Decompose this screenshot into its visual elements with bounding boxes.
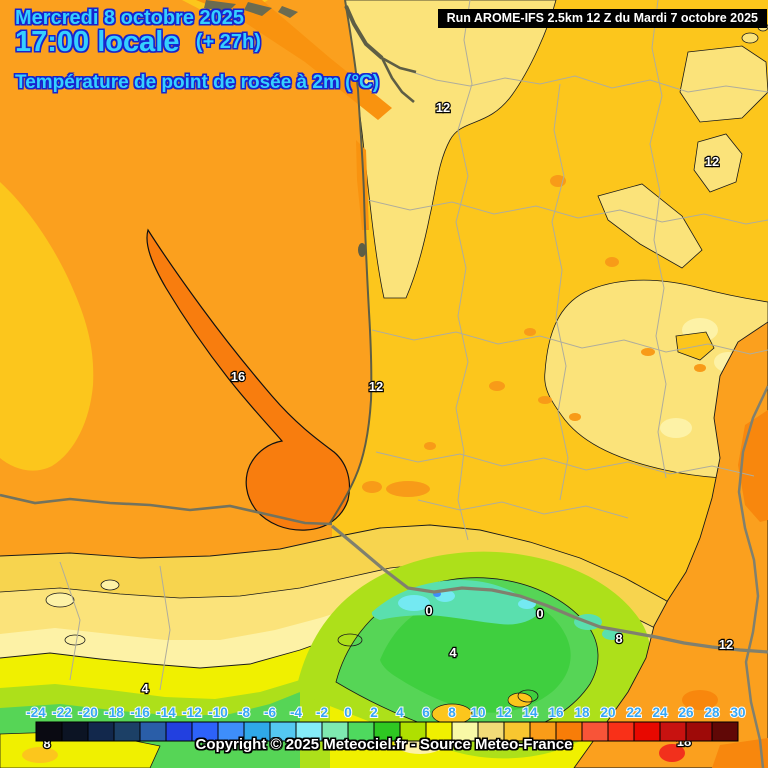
scale-tick-label: 6 — [422, 705, 430, 720]
map-value-label: 8 — [43, 736, 50, 751]
scale-tick-label: 18 — [574, 705, 590, 720]
scale-tick-label: 12 — [496, 705, 511, 720]
scale-tick-label: -16 — [130, 705, 150, 720]
atlantic-ocean-region — [0, 0, 372, 530]
warm-tongue-region — [146, 228, 351, 531]
scale-tick-label: -4 — [290, 705, 302, 720]
map-value-label: 4 — [141, 681, 149, 696]
scale-tick-label: -12 — [182, 705, 202, 720]
model-run-banner: Run AROME-IFS 2.5km 12 Z du Mardi 7 octo… — [437, 9, 767, 28]
scale-tick-label: -8 — [238, 705, 250, 720]
pyrenees-border — [330, 524, 768, 654]
forecast-offset-label: (+ 27h) — [195, 31, 261, 53]
date-label: Mercredi 8 octobre 2025 — [15, 7, 244, 29]
mediterranean-coastline — [737, 385, 768, 768]
map-value-label: 12 — [719, 637, 733, 652]
scale-box — [711, 721, 739, 742]
map-value-label: 0 — [536, 606, 543, 621]
scale-tick-label: 24 — [652, 705, 668, 720]
map-value-label: 12 — [369, 379, 383, 394]
scale-tick-label: 2 — [370, 705, 378, 720]
color-scale — [35, 721, 739, 742]
scale-tick-label: 28 — [704, 705, 720, 720]
scale-tick-label: 30 — [730, 705, 745, 720]
map-value-label: 16 — [231, 369, 245, 384]
map-value-label: 4 — [449, 645, 457, 660]
copyright-label: Copyright © 2025 Meteociel.fr - Source M… — [195, 736, 573, 753]
scale-tick-label: -18 — [104, 705, 124, 720]
map-value-label: 12 — [436, 100, 450, 115]
spain-coastline — [0, 493, 333, 526]
time-row: 17:00 locale (+ 27h) — [15, 26, 261, 59]
scale-tick-label: -24 — [26, 705, 46, 720]
scale-tick-label: -10 — [208, 705, 228, 720]
map-value-labels: 12 12 16 12 0 0 8 4 12 4 8 18 — [42, 99, 734, 752]
scale-tick-label: 14 — [522, 705, 538, 720]
scale-tick-label: 20 — [600, 705, 615, 720]
map-value-label: 8 — [615, 631, 622, 646]
map-value-label: 12 — [705, 154, 719, 169]
scale-tick-label: 0 — [344, 705, 352, 720]
scale-tick-label: 16 — [548, 705, 564, 720]
mediterranean-region — [573, 321, 768, 768]
atlantic-coastline — [329, 0, 373, 524]
map-value-label: 0 — [425, 603, 432, 618]
scale-tick-label: 8 — [448, 705, 456, 720]
scale-tick-label: 22 — [626, 705, 641, 720]
local-time-label: 17:00 locale — [15, 26, 180, 58]
scale-tick-label: -22 — [52, 705, 72, 720]
scale-tick-label: -20 — [78, 705, 98, 720]
scale-tick-label: -6 — [264, 705, 276, 720]
scale-tick-label: 4 — [396, 705, 404, 720]
scale-tick-label: 26 — [678, 705, 694, 720]
variable-title: Température de point de rosée à 2m (°C) — [15, 72, 380, 93]
scale-tick-label: -2 — [316, 705, 328, 720]
scale-tick-label: -14 — [156, 705, 176, 720]
scale-tick-label: 10 — [470, 705, 485, 720]
color-scale-tick-labels: -24 -22 -20 -18 -16 -14 -12 -10 -8 -6 -4 -2 0 2 4 6 8 10 1… — [25, 704, 746, 721]
